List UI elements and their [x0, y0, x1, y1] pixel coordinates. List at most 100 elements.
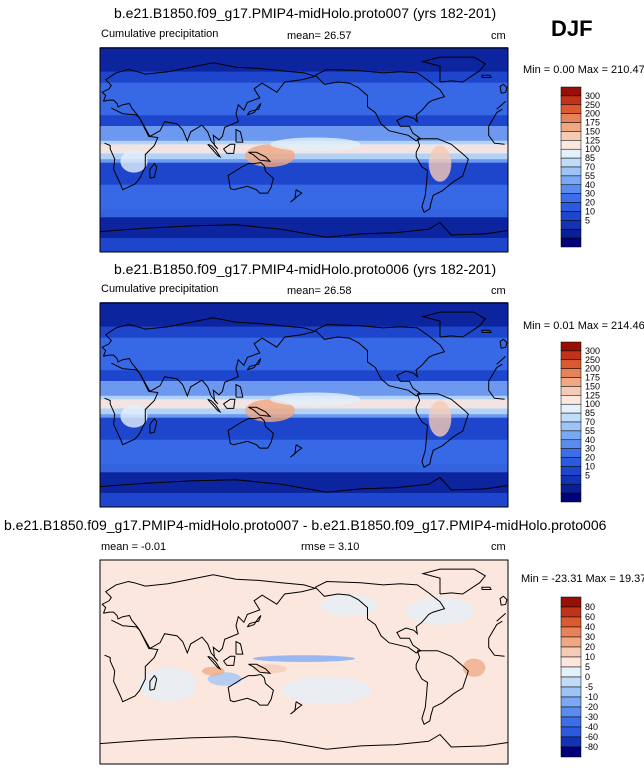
panel1-title: b.e21.B1850.f09_g17.PMIP4-midHolo.proto0…: [114, 5, 497, 21]
colorbar-segment: [560, 606, 582, 618]
colorbar-segment: [560, 726, 582, 738]
map-frame: [99, 559, 509, 765]
coastline: [104, 107, 505, 191]
colorbar-segment: [560, 746, 582, 758]
colorbar-label: 250: [585, 355, 600, 365]
precip-maximum: [270, 137, 361, 152]
colorbar-label: 20: [585, 453, 595, 463]
colorbar-label: 20: [585, 642, 595, 652]
colorbar-segment: [560, 666, 582, 678]
coastline: [235, 383, 244, 398]
colorbar-label: -20: [585, 702, 598, 712]
colorbar-label: 40: [585, 435, 595, 445]
anomaly-region: [139, 667, 197, 702]
colorbar-segment: [560, 122, 582, 132]
colorbar-segment: [560, 439, 582, 449]
colorbar-label: 80: [585, 602, 595, 612]
colorbar-label: 30: [585, 444, 595, 454]
coastline: [149, 674, 158, 691]
colorbar-label: 70: [585, 417, 595, 427]
panel2-mean: mean= 26.58: [287, 285, 352, 297]
colorbar-segment: [560, 148, 582, 159]
map-frame: [99, 47, 509, 253]
colorbar-label: 10: [585, 461, 595, 471]
precip-band: [100, 47, 508, 72]
colorbar-segment: [560, 656, 582, 668]
colorbar-segment: [560, 95, 582, 106]
colorbar-segment: [560, 359, 582, 369]
coastline: [99, 221, 509, 238]
colorbar-segment: [560, 175, 582, 186]
colorbar-segment: [560, 646, 582, 658]
colorbar-label: 175: [585, 373, 600, 383]
coastline: [290, 444, 303, 458]
coastline: [223, 143, 236, 154]
precip-maximum: [270, 392, 361, 407]
coastline: [415, 393, 469, 469]
colorbar-label: -60: [585, 732, 598, 742]
colorbar-segment: [560, 104, 582, 114]
precip-band: [100, 82, 508, 116]
coastline: [314, 68, 446, 142]
precip-band: [100, 184, 508, 218]
colorbar-label: 100: [585, 399, 600, 409]
panel1-units: cm: [491, 30, 506, 42]
map-frame: [99, 302, 509, 508]
colorbar-segment: [560, 386, 582, 396]
colorbar-label: 300: [585, 91, 600, 101]
coastline: [248, 406, 272, 417]
panel1-map: [99, 47, 509, 253]
coastline: [149, 162, 158, 179]
colorbar-label: 200: [585, 364, 600, 374]
panel3-map: [99, 559, 509, 765]
colorbar-segment: [560, 131, 582, 141]
colorbar-segment: [560, 676, 582, 688]
coastline: [235, 128, 244, 143]
colorbar-segment: [560, 368, 582, 378]
colorbar-label: 5: [585, 215, 590, 225]
colorbar-label: 60: [585, 612, 595, 622]
coastline: [227, 161, 274, 194]
panel3-minmax: Min = -23.31 Max = 19.37: [521, 573, 644, 585]
colorbar-label: 40: [585, 180, 595, 190]
coastline: [314, 323, 446, 397]
anomaly-region: [253, 655, 355, 662]
colorbar-label: 85: [585, 153, 595, 163]
coastline: [223, 655, 236, 666]
coastline: [207, 398, 222, 414]
colorbar-segment: [560, 626, 582, 638]
colorbar-segment: [560, 466, 582, 476]
coastline: [248, 663, 272, 674]
colorbar-segment: [560, 483, 582, 494]
colorbar-segment: [560, 228, 582, 239]
colorbar-label: 200: [585, 109, 600, 119]
coastline: [499, 338, 508, 349]
coastline: [207, 655, 222, 671]
colorbar-label: -80: [585, 742, 598, 752]
coastline: [248, 151, 272, 162]
precip-band: [100, 439, 508, 473]
coastline: [415, 138, 469, 214]
colorbar-label: 10: [585, 652, 595, 662]
coastline: [207, 143, 222, 159]
coastline: [99, 733, 509, 750]
panel1-variable: Cumulative precipitation: [101, 28, 219, 40]
coastline: [481, 329, 492, 333]
panel2-map: [99, 302, 509, 508]
coastline: [235, 640, 244, 655]
anomaly-region: [207, 672, 242, 686]
colorbar-segment: [560, 616, 582, 628]
precip-band: [100, 337, 508, 371]
colorbar-segment: [560, 157, 582, 168]
colorbar-segment: [560, 184, 582, 194]
coastline: [223, 398, 236, 409]
colorbar-segment: [560, 86, 582, 97]
colorbar-label: 85: [585, 408, 595, 418]
panel2-minmax: Min = 0.01 Max = 214.46: [523, 320, 644, 332]
colorbar-segment: [560, 696, 582, 708]
season-label: DJF: [551, 16, 593, 41]
colorbar-label: 20: [585, 198, 595, 208]
colorbar-label: 55: [585, 171, 595, 181]
colorbar-label: 100: [585, 144, 600, 154]
